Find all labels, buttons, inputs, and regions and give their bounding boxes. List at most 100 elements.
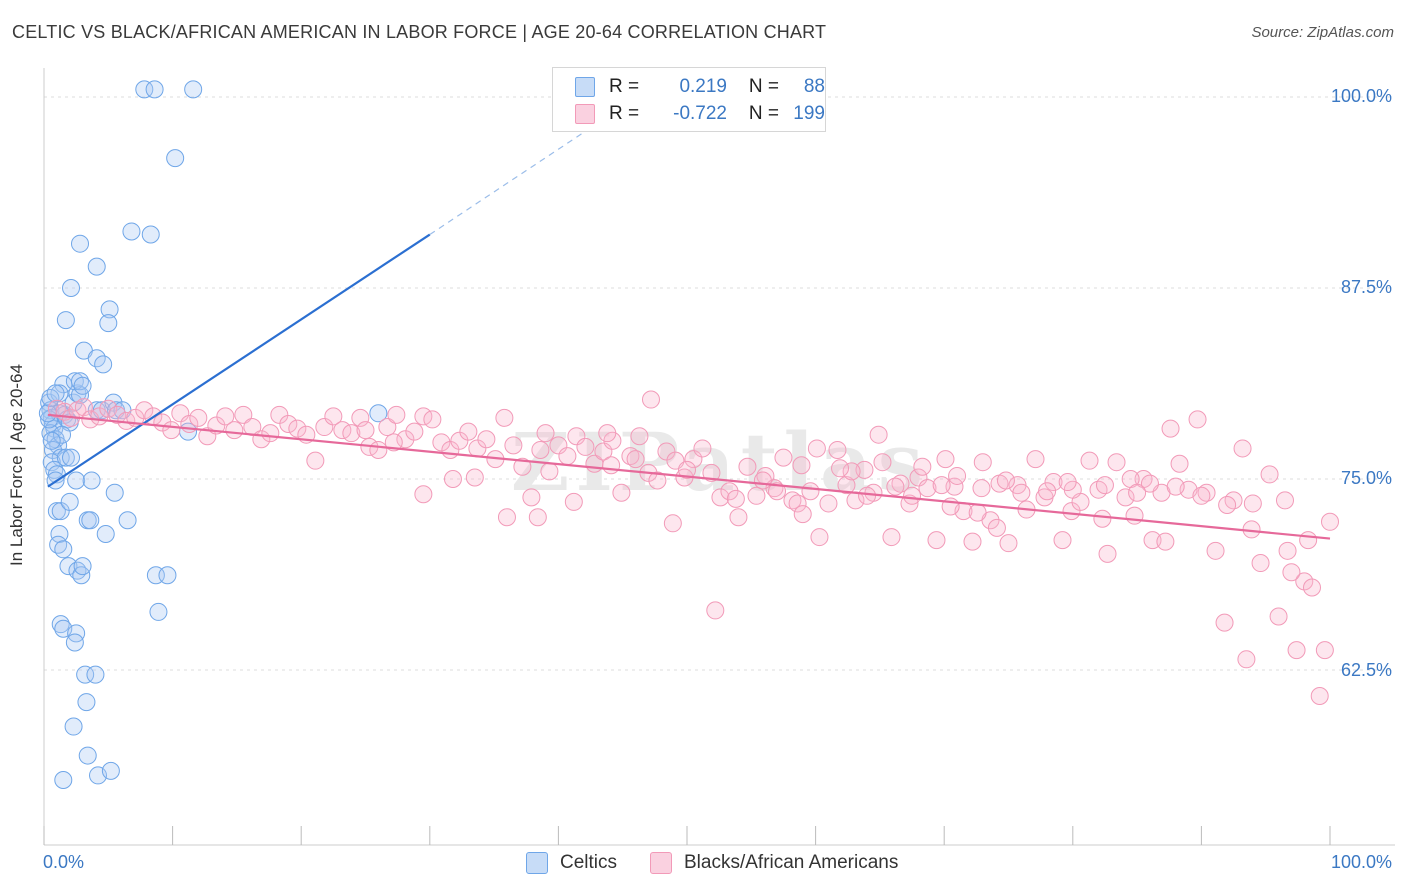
- y-tick-87-5: 87.5%: [1340, 277, 1392, 297]
- pts-pink-point-174: [528, 508, 547, 527]
- pts-blue-point-69: [71, 234, 90, 253]
- pts-pink-point-147: [663, 514, 682, 533]
- pts-pink-point-65: [621, 447, 640, 466]
- pts-pink-point-14: [162, 421, 181, 440]
- pts-pink-point-152: [807, 439, 826, 458]
- pts-pink-point-84: [792, 456, 811, 475]
- r-label: R =: [609, 76, 640, 97]
- pts-pink-point-113: [1053, 531, 1072, 550]
- pts-pink-point-117: [1089, 480, 1108, 499]
- pts-blue-point-72: [100, 300, 119, 319]
- pts-pink-point-141: [1302, 578, 1321, 597]
- pts-pink-point-82: [774, 448, 793, 467]
- pts-pink-point-126: [1170, 454, 1189, 473]
- n-label: N =: [748, 76, 779, 97]
- pts-pink-point-112: [1044, 473, 1063, 492]
- pts-blue-point-65: [184, 80, 203, 99]
- pts-blue-point-73: [99, 314, 118, 333]
- pts-pink-point-8: [108, 405, 127, 424]
- pts-pink-point-137: [1269, 607, 1288, 626]
- pts-pink-point-25: [261, 424, 280, 443]
- pts-pink-point-125: [1161, 419, 1180, 438]
- pts-pink-point-171: [1275, 491, 1294, 510]
- pts-pink-point-43: [423, 410, 442, 429]
- pts-pink-point-164: [1095, 476, 1114, 495]
- pts-pink-point-97: [909, 468, 928, 487]
- pts-blue-point-80: [369, 404, 388, 423]
- black-african-american-points: [47, 390, 1339, 705]
- pts-pink-point-185: [753, 471, 772, 490]
- pts-blue-point-49: [158, 566, 177, 585]
- pts-pink-point-128: [1188, 410, 1207, 429]
- pts-blue-point-38: [96, 525, 115, 544]
- pts-pink-point-83: [783, 491, 802, 510]
- pts-pink-point-100: [936, 450, 955, 469]
- pts-pink-point-181: [641, 390, 660, 409]
- pts-pink-point-149: [726, 489, 745, 508]
- pts-pink-point-85: [801, 482, 820, 501]
- pts-pink-point-133: [1233, 439, 1252, 458]
- pts-pink-point-143: [1315, 641, 1334, 660]
- pts-pink-point-30: [306, 451, 325, 470]
- pts-blue-point-62: [54, 771, 73, 790]
- legend-item-blacks: Blacks/African Americans: [650, 852, 898, 874]
- pts-pink-point-38: [378, 418, 397, 437]
- pts-blue-point-58: [64, 717, 83, 736]
- pts-pink-point-156: [913, 457, 932, 476]
- pts-blue-point-40: [118, 511, 137, 530]
- pts-blue-point-37: [81, 511, 100, 530]
- celtics-points: [38, 80, 388, 790]
- pts-blue-point-56: [86, 665, 105, 684]
- pts-pink-point-129: [1197, 483, 1216, 502]
- pts-pink-point-59: [567, 427, 586, 446]
- pts-pink-point-22: [234, 405, 253, 424]
- blacks-trend-line: [47, 413, 1331, 540]
- pts-pink-point-73: [693, 439, 712, 458]
- legend-row-celtics: R = 0.219 N = 88: [575, 75, 825, 99]
- pts-pink-point-191: [968, 503, 987, 522]
- pts-pink-point-150: [768, 482, 787, 501]
- pts-pink-point-91: [855, 460, 874, 479]
- x-tick-max: 100.0%: [1330, 852, 1392, 872]
- pts-pink-point-37: [369, 440, 388, 459]
- axes: [43, 68, 1395, 846]
- pts-pink-point-144: [1321, 512, 1339, 531]
- pts-pink-point-89: [837, 476, 856, 495]
- pts-pink-point-58: [558, 447, 577, 466]
- pts-pink-point-74: [702, 463, 721, 482]
- pts-blue-point-54: [65, 633, 84, 652]
- celtics-trend-extension: [429, 131, 585, 236]
- pts-blue-point-68: [141, 225, 160, 244]
- pts-pink-point-177: [414, 485, 433, 504]
- pts-blue-point-27: [82, 471, 101, 490]
- pts-pink-point-114: [1062, 502, 1081, 521]
- pts-pink-point-116: [1080, 451, 1099, 470]
- x-tick-min: 0.0%: [43, 852, 85, 872]
- pts-pink-point-104: [972, 479, 991, 498]
- pts-pink-point-187: [831, 459, 850, 478]
- pts-pink-point-180: [626, 450, 645, 469]
- pts-pink-point-68: [648, 471, 667, 490]
- pts-blue-point-24: [56, 448, 75, 467]
- pts-pink-point-184: [678, 460, 696, 479]
- pts-pink-point-95: [891, 474, 910, 493]
- pts-pink-point-145: [564, 492, 583, 511]
- pts-pink-point-197: [1237, 650, 1256, 669]
- pts-blue-point-47: [73, 557, 92, 576]
- pts-pink-point-94: [882, 528, 901, 547]
- pts-blue-point-33: [47, 502, 66, 521]
- pts-blue-point-87: [46, 384, 65, 403]
- pts-pink-point-93: [873, 453, 892, 472]
- pts-pink-point-123: [1143, 531, 1162, 550]
- pts-pink-point-151: [788, 494, 807, 513]
- pts-blue-point-46: [72, 566, 91, 585]
- pts-pink-point-179: [356, 421, 375, 440]
- r-value: -0.722: [673, 103, 727, 124]
- pts-pink-point-101: [945, 477, 964, 496]
- pts-pink-point-188: [869, 425, 888, 444]
- pts-pink-point-119: [1107, 453, 1126, 472]
- pts-pink-point-76: [720, 482, 739, 501]
- pts-pink-point-53: [513, 457, 532, 476]
- pts-pink-point-159: [973, 453, 992, 472]
